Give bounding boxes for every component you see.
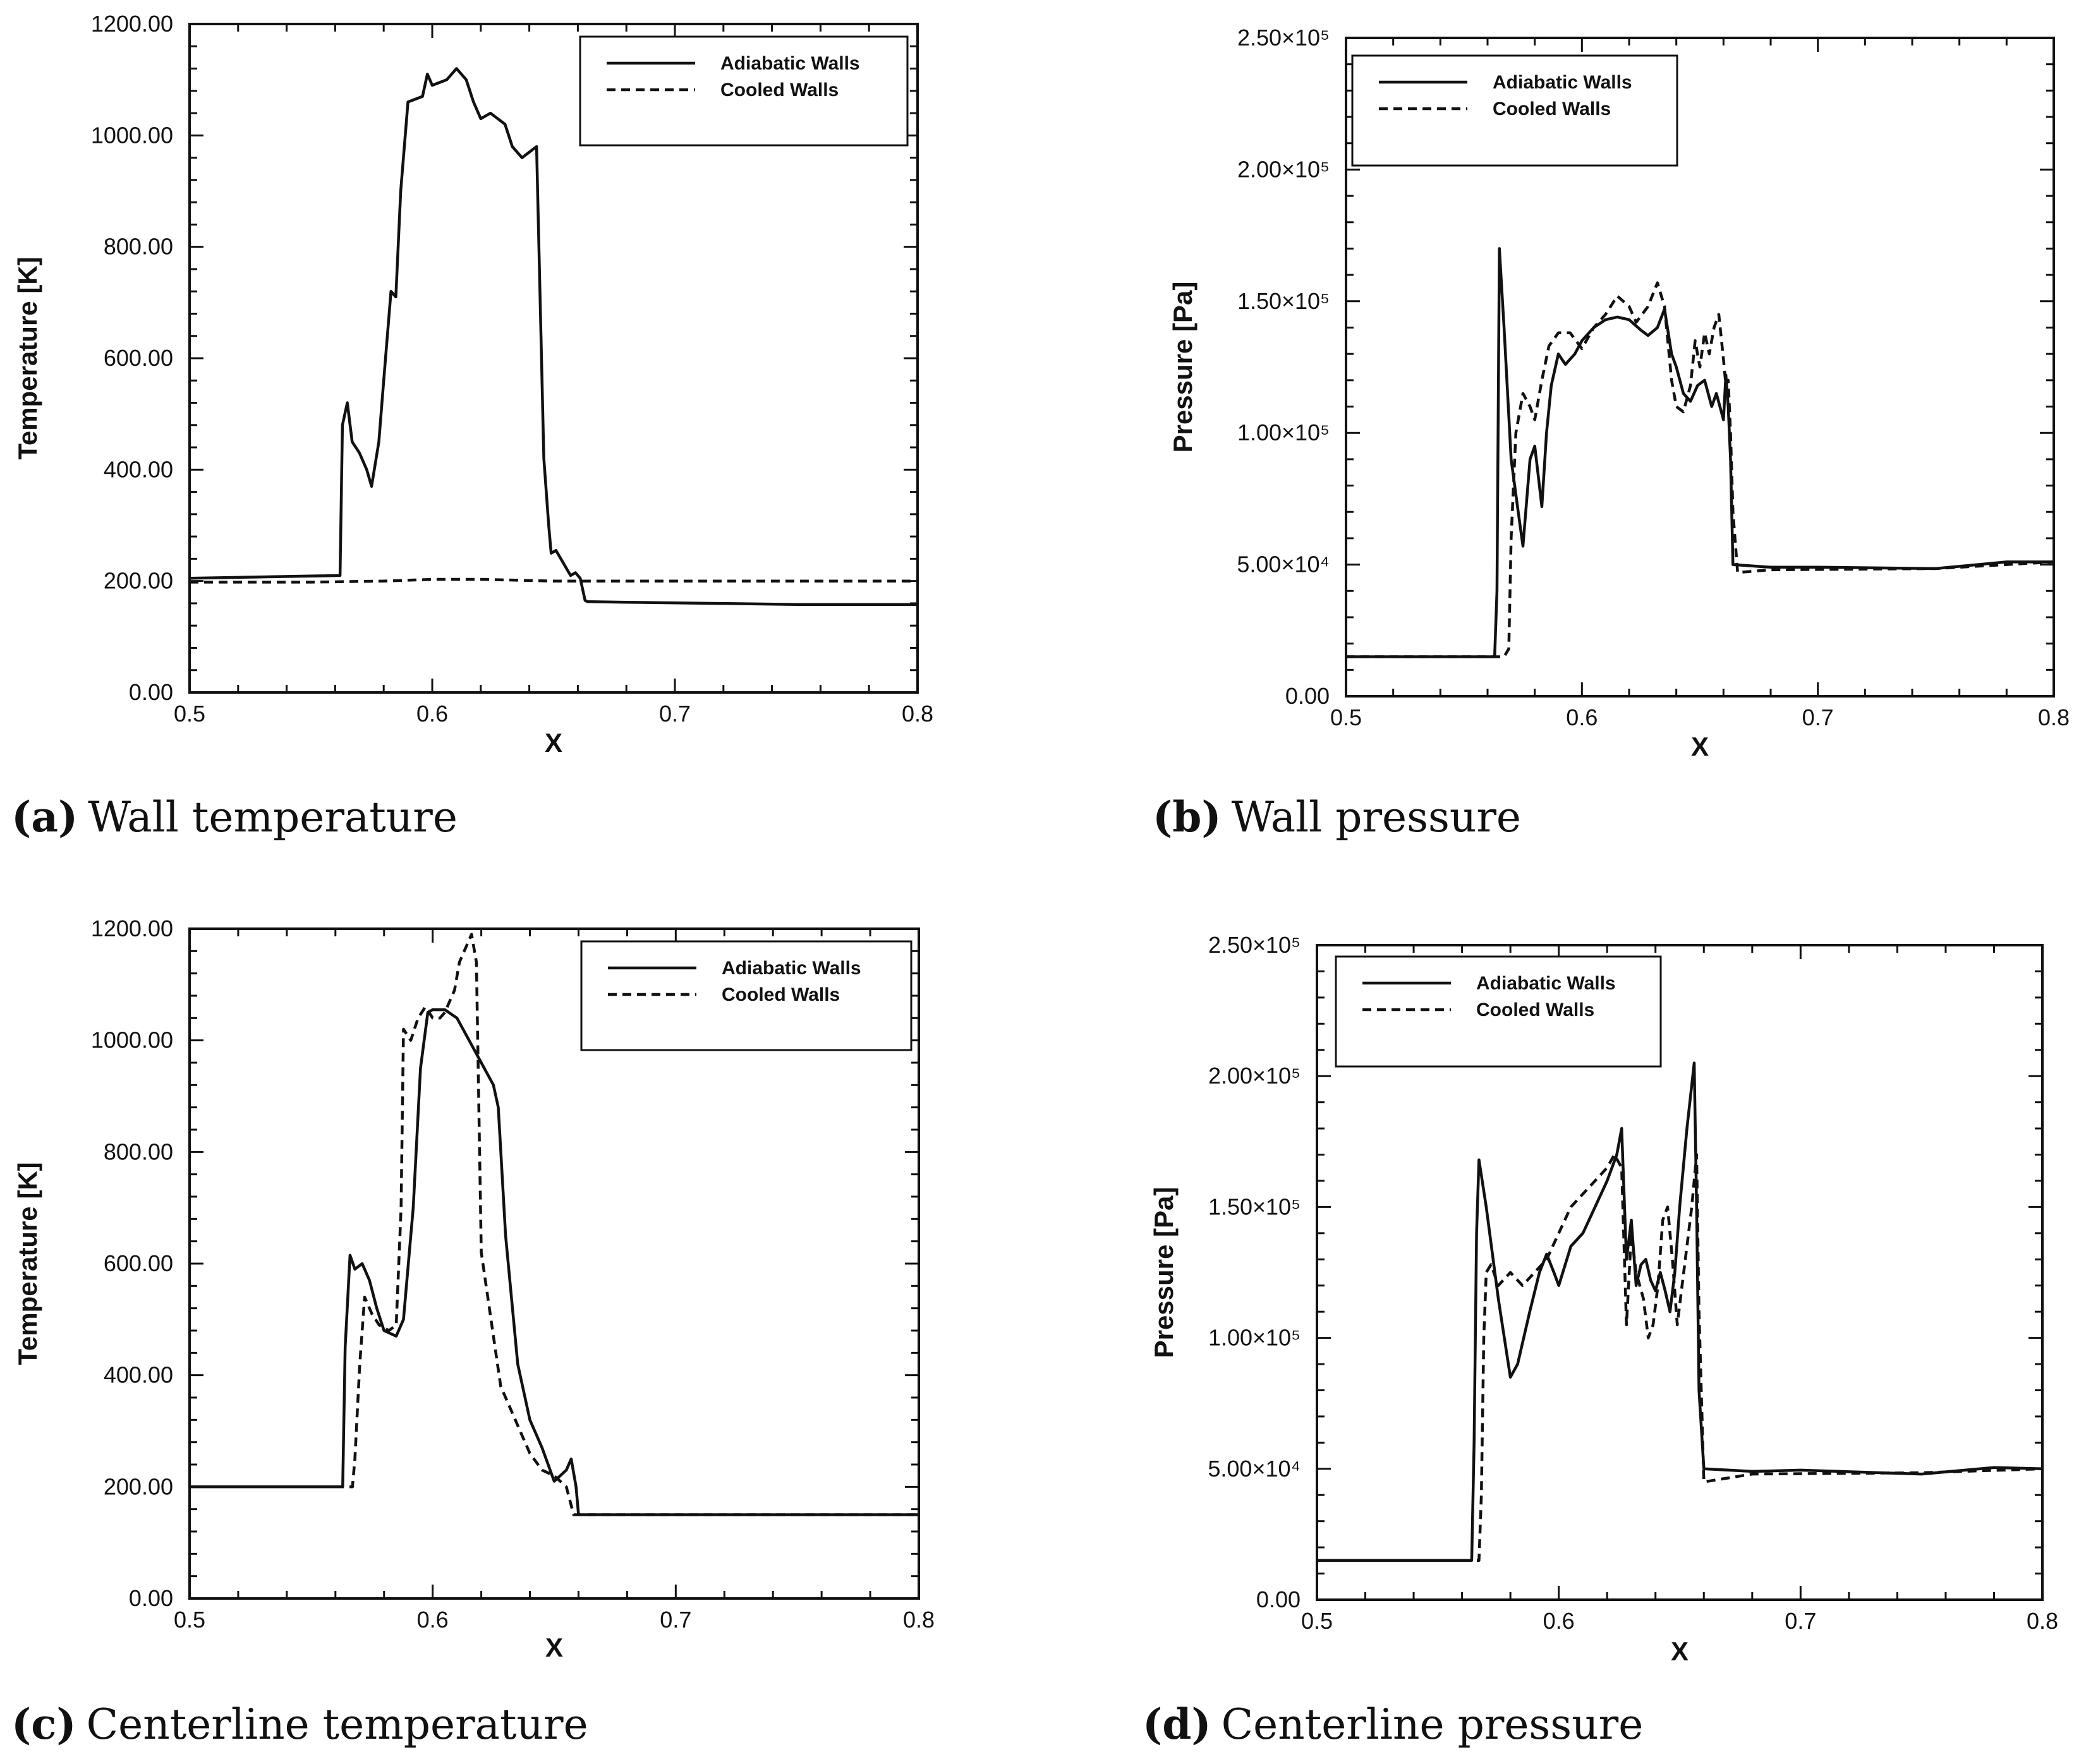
y-tick-label: 1.00×10⁵ <box>1208 1325 1301 1351</box>
series-line-adiabatic-walls <box>190 1008 919 1516</box>
legend: Adiabatic Walls Cooled Walls <box>579 35 909 147</box>
series-line-cooled-walls <box>190 933 919 1516</box>
y-tick-label: 1.00×10⁵ <box>1237 420 1330 445</box>
caption-b-text: Wall pressure <box>1232 793 1521 842</box>
y-axis-title: Temperature [K] <box>13 1162 42 1365</box>
x-axis-title: X <box>1691 732 1709 761</box>
x-tick-label: 0.6 <box>1566 704 1598 730</box>
caption-b: (b) Wall pressure <box>1153 792 1521 842</box>
plot-frame <box>1345 37 2055 698</box>
x-axis-title: X <box>1671 1636 1689 1666</box>
legend-label: Adiabatic Walls <box>720 53 860 74</box>
caption-a: (a) Wall temperature <box>11 792 458 842</box>
legend-label: Adiabatic Walls <box>1476 973 1616 994</box>
legend-label: Adiabatic Walls <box>722 958 861 979</box>
y-tick-label: 600.00 <box>104 345 173 371</box>
x-tick-label: 0.8 <box>902 701 933 727</box>
y-tick-label: 2.00×10⁵ <box>1208 1063 1301 1089</box>
legend-label: Cooled Walls <box>1476 1000 1594 1020</box>
y-tick-label: 200.00 <box>104 1473 173 1499</box>
caption-c-label: (c) <box>11 1700 76 1749</box>
caption-a-label: (a) <box>11 792 78 842</box>
y-tick-label: 600.00 <box>104 1250 173 1276</box>
panel-b-wall-pressure: 0.5 0.6 0.7 0.8 0.00 5.00×10⁴ 1.00×10⁵ 1.50×10⁵… <box>1168 25 2070 761</box>
legend: Adiabatic Walls Cooled Walls <box>1335 955 1662 1068</box>
y-tick-label: 400.00 <box>104 456 173 482</box>
y-tick-label: 2.50×10⁵ <box>1208 932 1301 958</box>
x-tick-label: 0.6 <box>416 701 448 727</box>
caption-d: (d) Centerline pressure <box>1143 1700 1643 1749</box>
series-line-adiabatic-walls <box>189 67 918 606</box>
x-tick-label: 0.5 <box>1301 1608 1333 1634</box>
x-tick-label: 0.7 <box>1802 704 1834 730</box>
y-tick-label: 0.00 <box>129 679 173 705</box>
legend-box <box>579 35 909 147</box>
legend-box <box>1351 54 1678 167</box>
y-axis-title: Temperature [K] <box>13 257 42 459</box>
legend: Adiabatic Walls Cooled Walls <box>1351 54 1678 167</box>
y-tick-label: 1.50×10⁵ <box>1208 1193 1301 1219</box>
series-line-cooled-walls <box>1346 281 2054 658</box>
y-tick-label: 0.00 <box>129 1585 173 1611</box>
legend-box <box>580 940 913 1051</box>
x-tick-label: 0.8 <box>903 1607 935 1633</box>
x-tick-label: 0.5 <box>1330 704 1362 730</box>
y-tick-label: 1000.00 <box>91 1027 173 1053</box>
series-line-cooled-walls <box>1317 1153 2043 1562</box>
x-tick-label: 0.7 <box>659 701 691 727</box>
y-tick-label: 5.00×10⁴ <box>1208 1456 1301 1482</box>
caption-d-text: Centerline pressure <box>1222 1700 1644 1749</box>
y-tick-label: 2.00×10⁵ <box>1237 156 1330 182</box>
y-tick-label: 5.00×10⁴ <box>1237 552 1330 577</box>
caption-c: (c) Centerline temperature <box>11 1700 588 1749</box>
legend-label: Cooled Walls <box>1493 99 1611 119</box>
legend: Adiabatic Walls Cooled Walls <box>580 940 913 1051</box>
series-line-adiabatic-walls <box>1346 247 2054 658</box>
y-tick-label: 1000.00 <box>91 122 173 148</box>
y-tick-label: 1200.00 <box>91 11 173 37</box>
x-tick-label: 0.6 <box>417 1607 449 1633</box>
y-tick-label: 1.50×10⁵ <box>1237 288 1330 314</box>
legend-box <box>1335 955 1662 1068</box>
x-tick-label: 0.8 <box>2027 1608 2058 1634</box>
y-tick-label: 800.00 <box>104 1139 173 1164</box>
y-tick-label: 400.00 <box>104 1362 173 1388</box>
panel-d-centerline-pressure: 0.5 0.6 0.7 0.8 0.00 5.00×10⁴ 1.00×10⁵ 1.50×10⁵… <box>1149 932 2058 1666</box>
x-axis-title: X <box>545 1633 563 1662</box>
x-tick-label: 0.6 <box>1543 1608 1575 1634</box>
panel-a-wall-temperature: 0.5 0.6 0.7 0.8 0.00 200.00 400.00 600.00 800.00… <box>13 11 933 758</box>
x-tick-label: 0.8 <box>2038 704 2070 730</box>
x-tick-label: 0.7 <box>660 1607 691 1633</box>
caption-d-label: (d) <box>1143 1700 1211 1749</box>
y-axis-title: Pressure [Pa] <box>1149 1187 1179 1358</box>
caption-c-text: Centerline temperature <box>87 1700 588 1749</box>
caption-b-label: (b) <box>1153 792 1222 842</box>
y-tick-label: 800.00 <box>104 234 173 260</box>
legend-label: Cooled Walls <box>720 80 839 100</box>
y-tick-label: 1200.00 <box>91 915 173 941</box>
x-axis-title: X <box>545 728 562 758</box>
caption-a-text: Wall temperature <box>88 793 458 842</box>
series-line-adiabatic-walls <box>1317 1061 2043 1562</box>
y-tick-label: 200.00 <box>104 568 173 594</box>
series-line-cooled-walls <box>190 577 918 584</box>
legend-label: Cooled Walls <box>722 984 840 1005</box>
y-tick-label: 0.00 <box>1285 683 1330 709</box>
y-tick-label: 2.50×10⁵ <box>1237 25 1330 51</box>
y-axis-title: Pressure [Pa] <box>1168 282 1198 453</box>
x-tick-label: 0.7 <box>1785 1608 1816 1634</box>
legend-label: Adiabatic Walls <box>1493 72 1632 93</box>
plot-frame <box>1316 944 2044 1601</box>
y-tick-label: 0.00 <box>1256 1586 1301 1612</box>
panel-c-centerline-temperature: 0.5 0.6 0.7 0.8 0.00 200.00 400.00 600.00 800.00… <box>13 915 935 1662</box>
x-tick-label: 0.5 <box>174 1607 205 1633</box>
x-tick-label: 0.5 <box>174 701 205 727</box>
